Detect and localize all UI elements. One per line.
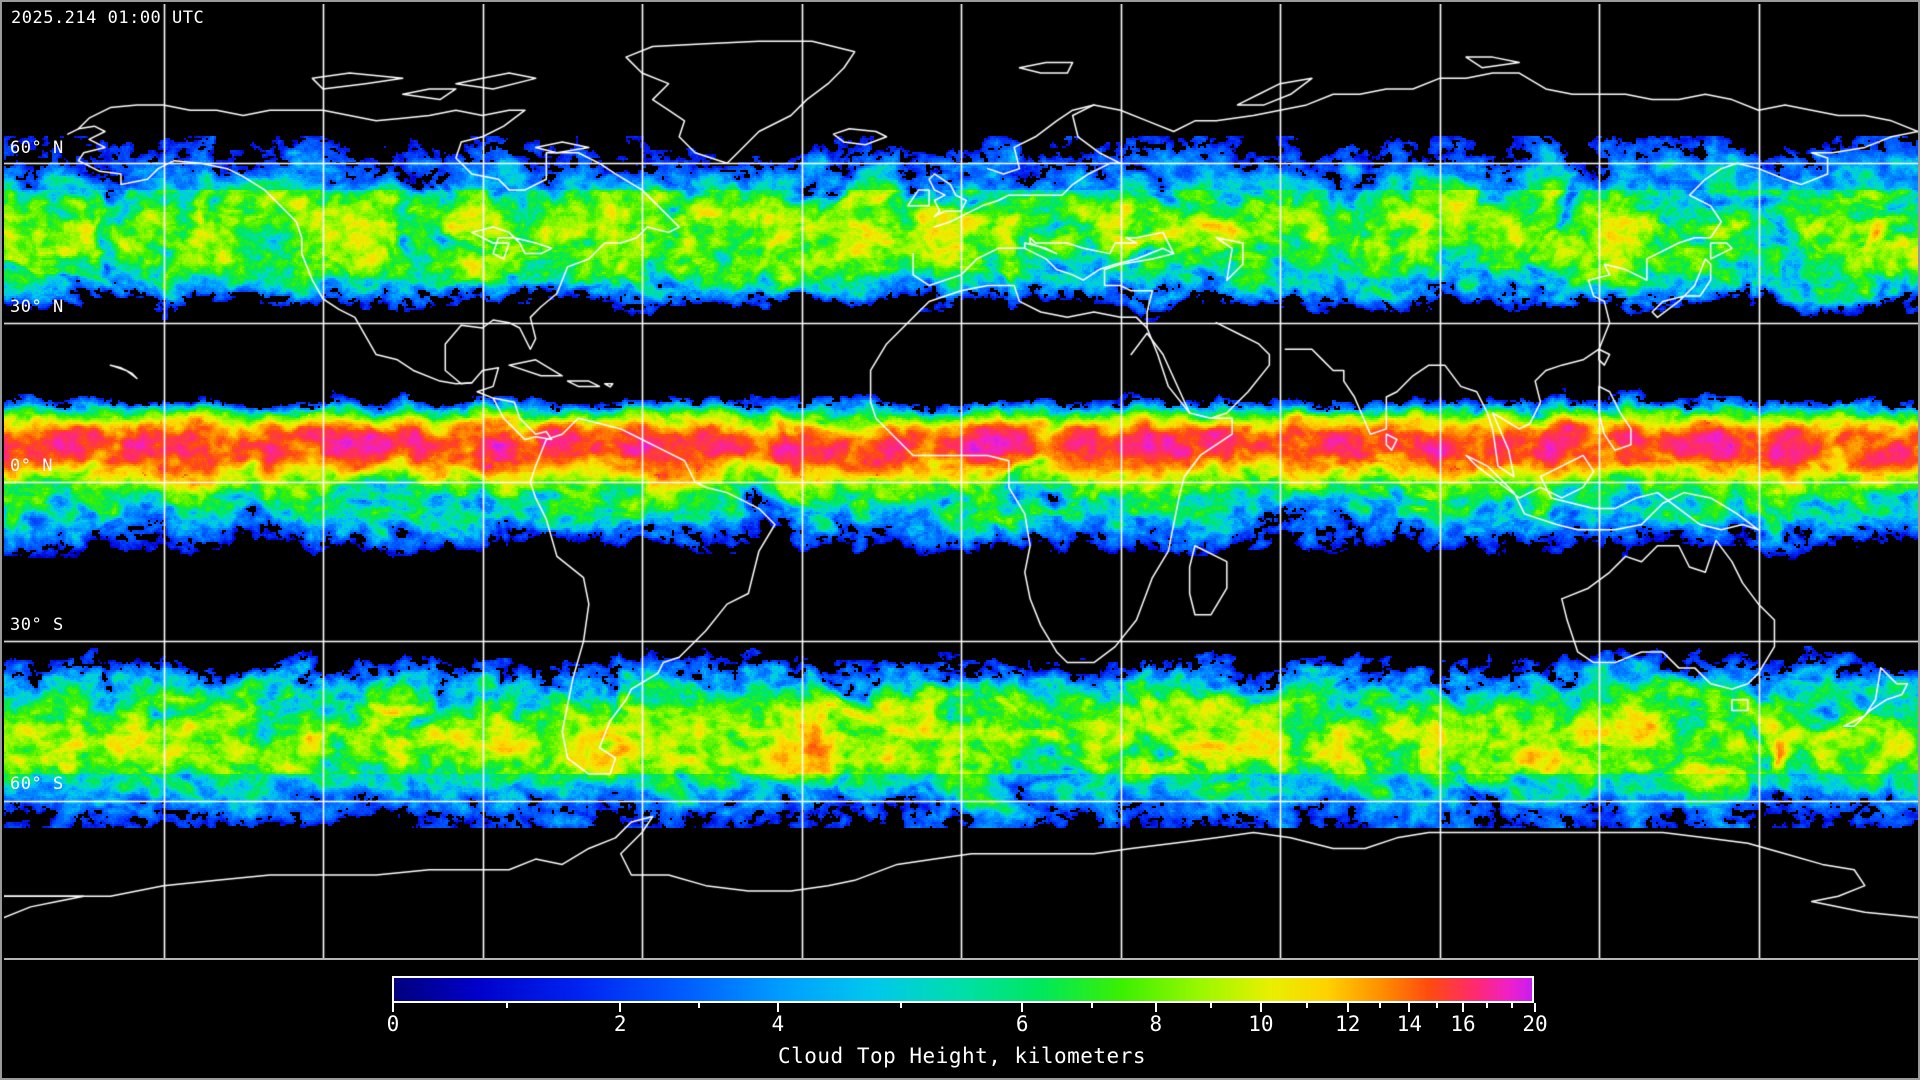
colorbar-tick-label-16: 16 <box>1450 1012 1476 1036</box>
colorbar-minor-tick-0 <box>506 1003 509 1008</box>
colorbar-tick-label-14: 14 <box>1396 1012 1423 1036</box>
colorbar-minor-tick-9 <box>1511 1003 1514 1008</box>
lat-label-30n: 30° N <box>10 297 64 317</box>
colorbar-tick-12 <box>1346 1003 1349 1012</box>
coastline-graticule-overlay <box>4 4 1918 960</box>
colorbar-minor-tick-7 <box>1435 1003 1438 1008</box>
lat-label-60s: 60° S <box>10 774 64 794</box>
lat-label-60n: 60° N <box>10 138 64 158</box>
global-map-panel[interactable]: 2025.214 01:00 UTC 60° N 30° N 0° N 30° … <box>4 4 1918 960</box>
timestamp-label: 2025.214 01:00 UTC <box>11 8 205 28</box>
colorbar-minor-tick-4 <box>1209 1003 1212 1008</box>
colorbar-minor-tick-5 <box>1305 1003 1308 1008</box>
colorbar-tick-label-10: 10 <box>1248 1012 1274 1036</box>
colorbar-minor-tick-8 <box>1486 1003 1489 1008</box>
colorbar-minor-tick-1 <box>698 1003 701 1008</box>
colorbar-minor-tick-3 <box>1090 1003 1093 1008</box>
colorbar-tick-6 <box>1021 1003 1024 1012</box>
lat-label-0n: 0° N <box>10 456 53 476</box>
colorbar-tick-10 <box>1259 1003 1262 1012</box>
colorbar-tick-label-20: 20 <box>1522 1012 1548 1036</box>
colorbar-minor-tick-6 <box>1378 1003 1381 1008</box>
colorbar-tick-8 <box>1154 1003 1157 1012</box>
colorbar-tick-4 <box>776 1003 779 1012</box>
lat-label-30s: 30° S <box>10 615 64 635</box>
colorbar-tick-label-12: 12 <box>1335 1012 1361 1036</box>
colorbar-tick-label-2: 2 <box>613 1012 627 1036</box>
colorbar-tick-20 <box>1534 1003 1536 1012</box>
colorbar-title: Cloud Top Height, kilometers <box>777 1044 1146 1068</box>
colorbar-gradient[interactable] <box>392 976 1534 1003</box>
colorbar-legend: 0 2 4 6 8 10 12 14 16 20 Cloud Top Height, kilome… <box>2 960 1920 1080</box>
colorbar-tick-0 <box>392 1003 394 1012</box>
colorbar-tick-label-6: 6 <box>1015 1012 1029 1036</box>
colorbar-tick-2 <box>619 1003 622 1012</box>
colorbar-tick-label-4: 4 <box>771 1012 785 1036</box>
colorbar-tick-14 <box>1408 1003 1411 1012</box>
colorbar-tick-label-0: 0 <box>386 1012 400 1036</box>
colorbar-tick-label-8: 8 <box>1149 1012 1163 1036</box>
colorbar-tick-16 <box>1462 1003 1465 1012</box>
colorbar-minor-tick-2 <box>900 1003 903 1008</box>
